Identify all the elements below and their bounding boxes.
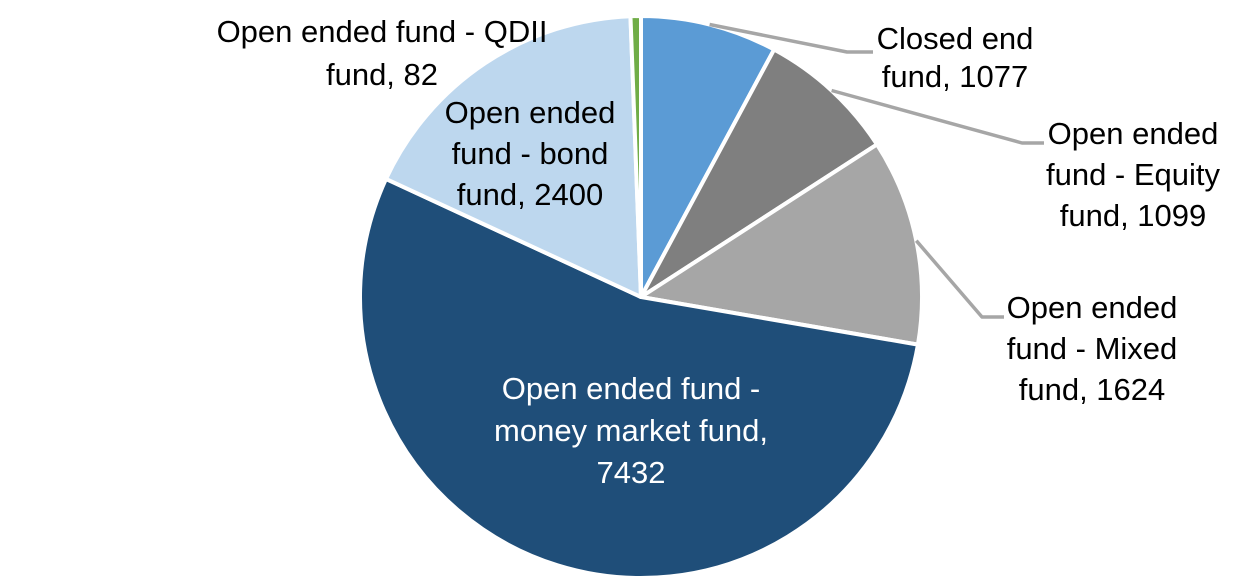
leader-line-open-ended-fund-mixed [914, 239, 1004, 319]
data-label-open-ended-fund-money-market: Open ended fund -money market fund, 7432 [494, 371, 768, 490]
data-label-open-ended-fund-bond: Open ended fund - bond fund, 2400 [445, 95, 616, 212]
pie-slice-open-ended-fund-money-market[interactable] [358, 176, 920, 580]
data-label-open-ended-fund-equity: Open ended fund - Equity fund, 1099 [1046, 116, 1221, 233]
pie-slices-group [358, 14, 924, 580]
leader-line-open-ended-fund-equity [831, 88, 1044, 145]
pie-slice-open-ended-fund-equity[interactable] [639, 47, 879, 299]
data-label-open-ended-fund-qdii: Open ended fund - QDII fund, 82 [217, 14, 548, 92]
data-label-closed-end-fund: Closed end fund, 1077 [877, 21, 1034, 94]
data-label-open-ended-fund-mixed: Open ended fund - Mixed fund, 1624 [1007, 290, 1178, 407]
pie-slice-open-ended-fund-bond[interactable] [384, 14, 643, 299]
pie-slice-open-ended-fund-qdii[interactable] [628, 14, 643, 299]
leader-lines-group [709, 22, 1044, 319]
pie-slice-open-ended-fund-mixed[interactable] [639, 142, 924, 347]
leader-line-closed-end-fund [709, 22, 873, 54]
